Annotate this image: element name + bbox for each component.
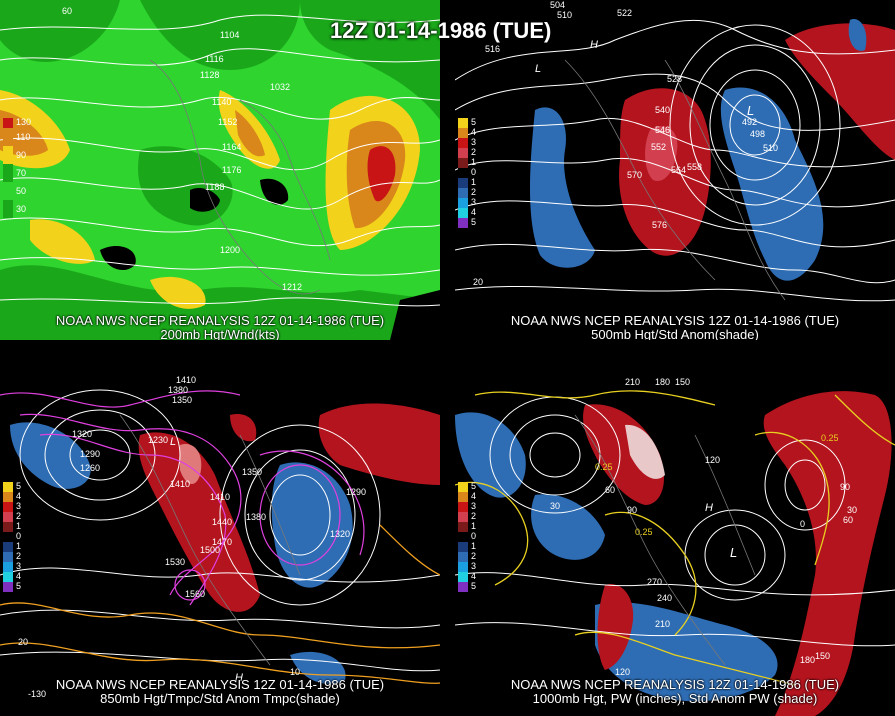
label-564: 564	[671, 165, 686, 175]
label-1530: 1530	[165, 557, 185, 567]
panel-1000mb: 5 4 3 2 1 0 1 2 3 4 5 210 180 150 120 90…	[455, 375, 895, 716]
legend-500mb: 5 4 3 2 1 0 1 2 3 4 5	[458, 117, 476, 228]
label-546: 546	[655, 125, 670, 135]
legend-850mb: 5 4 3 2 1 0 1 2 3 4 5	[3, 481, 21, 592]
label-90: 90	[627, 505, 637, 515]
label-60-east: 60	[843, 515, 853, 525]
label-1230: 1230	[148, 435, 168, 445]
map-1000mb	[455, 375, 895, 716]
label-1128: 1128	[200, 70, 219, 80]
low-marker-500mb-east: L	[747, 103, 754, 118]
label-pw-0.25-b: 0.25	[635, 527, 653, 537]
labels-200mb: 1104 1116 1128 1140 1152 1164 1176 1188 …	[62, 6, 302, 292]
label-1380: 1380	[168, 385, 188, 395]
label-1380-mid: 1380	[246, 512, 266, 522]
map-500mb	[455, 0, 895, 340]
label-270: 270	[647, 577, 662, 587]
label-150: 150	[675, 377, 690, 387]
label-180-south: 180	[800, 655, 815, 665]
label-1470: 1470	[212, 537, 232, 547]
label-1200: 1200	[220, 245, 240, 255]
label-pw-0.25-c: 0.25	[821, 433, 839, 443]
label-1500: 1500	[200, 545, 220, 555]
label-1440: 1440	[212, 517, 232, 527]
label-1104: 1104	[220, 30, 239, 40]
label-1032: 1032	[270, 82, 290, 92]
label-20-850: 20	[18, 637, 28, 647]
panel-500mb: 5 4 3 2 1 0 1 2 3 4 5 504 510 516 522 52…	[455, 0, 895, 340]
label-1410-mid: 1410	[210, 492, 230, 502]
label-510-east: 510	[763, 143, 778, 153]
label-1410-west: 1410	[170, 479, 190, 489]
label-120: 120	[705, 455, 720, 465]
label-1350: 1350	[172, 395, 192, 405]
label-1212: 1212	[282, 282, 302, 292]
label-20: 20	[473, 277, 483, 287]
legend-200mb: 130 110 90 70 50 30	[3, 117, 31, 218]
label-60: 60	[62, 6, 72, 16]
label-10: 10	[290, 667, 300, 677]
label-neg130: -130	[28, 689, 46, 699]
map-200mb	[0, 0, 440, 340]
label-30-east: 30	[847, 505, 857, 515]
label-516: 516	[485, 44, 500, 54]
caption-200mb: NOAA NWS NCEP REANALYSIS 12Z 01-14-1986 …	[55, 313, 385, 341]
label-498: 498	[750, 129, 765, 139]
label-1188: 1188	[205, 182, 224, 192]
panel-850mb: 5 4 3 2 1 0 1 2 3 4 5 1410 1380 1350 132…	[0, 375, 440, 716]
label-1152: 1152	[218, 117, 237, 127]
caption-500mb: NOAA NWS NCEP REANALYSIS 12Z 01-14-1986 …	[510, 313, 840, 341]
label-210-south: 210	[655, 619, 670, 629]
label-1140: 1140	[212, 97, 231, 107]
panel-200mb: 130 110 90 70 50 30 1104 1116 1128 1140 …	[0, 0, 440, 340]
label-1320-east: 1320	[330, 529, 350, 539]
label-60: 60	[605, 485, 615, 495]
high-marker-850mb: H	[235, 672, 243, 684]
label-504: 504	[550, 0, 565, 10]
map-850mb	[0, 375, 440, 716]
low-marker-850mb: L	[170, 436, 176, 448]
label-576: 576	[652, 220, 667, 230]
label-1164: 1164	[222, 142, 241, 152]
low-marker-1000mb: L	[730, 545, 737, 560]
label-1350-mid: 1350	[242, 467, 262, 477]
label-1260: 1260	[80, 463, 100, 473]
label-522: 522	[617, 8, 632, 18]
label-pw-0.25-a: 0.25	[595, 462, 613, 472]
label-1320: 1320	[72, 429, 92, 439]
caption-1000mb: NOAA NWS NCEP REANALYSIS 12Z 01-14-1986 …	[510, 677, 840, 706]
label-150-south: 150	[815, 651, 830, 661]
label-570: 570	[627, 170, 642, 180]
label-1290: 1290	[80, 449, 100, 459]
label-1176: 1176	[222, 165, 241, 175]
label-210: 210	[625, 377, 640, 387]
page-title: 12Z 01-14-1986 (TUE)	[330, 18, 552, 43]
legend-1000mb: 5 4 3 2 1 0 1 2 3 4 5	[458, 481, 476, 592]
label-30: 30	[550, 501, 560, 511]
label-528: 528	[667, 74, 682, 84]
label-1410: 1410	[176, 375, 196, 385]
label-180: 180	[655, 377, 670, 387]
label-510: 510	[557, 10, 572, 20]
labels-850mb: 1410 1380 1350 1320 1290 1260 1230 1350 …	[18, 375, 366, 699]
labels-1000mb: 210 180 150 120 90 60 30 0 270 240 210 1…	[550, 377, 857, 677]
high-marker-500mb: H	[590, 39, 598, 51]
label-1290-east: 1290	[346, 487, 366, 497]
label-240: 240	[657, 593, 672, 603]
caption-850mb: NOAA NWS NCEP REANALYSIS 12Z 01-14-1986 …	[55, 677, 385, 706]
label-492: 492	[742, 117, 757, 127]
label-90-east: 90	[840, 482, 850, 492]
label-0: 0	[800, 519, 805, 529]
label-1560: 1560	[185, 589, 205, 599]
label-558: 558	[687, 162, 702, 172]
low-marker-500mb: L	[535, 63, 541, 75]
label-552: 552	[651, 142, 666, 152]
labels-500mb: 504 510 516 522 528 540 546 552 558 564 …	[473, 0, 778, 287]
high-marker-1000mb: H	[705, 502, 713, 514]
label-540: 540	[655, 105, 670, 115]
label-1116: 1116	[205, 54, 224, 64]
label-120-south: 120	[615, 667, 630, 677]
